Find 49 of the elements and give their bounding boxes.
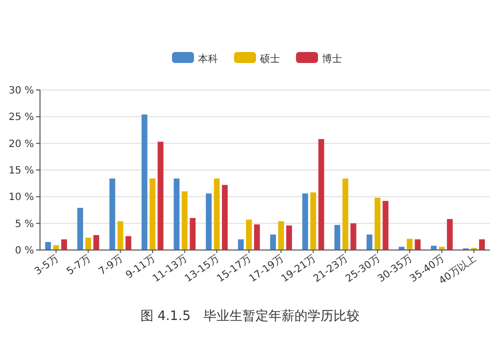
bar [278, 221, 284, 250]
y-tick-label: 10 % [8, 192, 34, 204]
bar [318, 139, 324, 250]
bar [286, 225, 292, 250]
bar [222, 184, 228, 250]
x-tick-label: 7-9万 [97, 253, 126, 278]
bar [214, 178, 220, 250]
bar [174, 178, 180, 250]
bar [45, 242, 51, 250]
bar [158, 142, 164, 250]
y-tick-label: 5 % [14, 218, 34, 230]
bar [334, 224, 340, 250]
bar [382, 200, 388, 250]
bar [117, 221, 124, 250]
bar [182, 191, 188, 250]
bar [254, 224, 260, 250]
bar [142, 114, 148, 250]
x-tick-label: 5-7万 [65, 253, 93, 278]
bar [350, 223, 356, 250]
bar [302, 193, 308, 250]
x-tick-label: 3-5万 [32, 253, 61, 278]
bar [446, 219, 453, 250]
legend-label: 本科 [198, 53, 218, 65]
bar [366, 234, 372, 250]
bar [61, 239, 67, 250]
bar [310, 192, 316, 250]
bar [206, 193, 212, 250]
bar [77, 208, 84, 250]
legend-label: 博士 [322, 53, 342, 65]
y-tick-label: 30 % [8, 86, 34, 96]
bar [109, 178, 116, 250]
caption: 图 4.1.5 毕业生暂定年薪的学历比较 [140, 309, 360, 324]
legend-label: 硕士 [259, 53, 280, 65]
y-tick-label: 0 % [14, 246, 34, 256]
bar [342, 178, 348, 250]
bar [85, 238, 92, 250]
bar [93, 235, 100, 250]
bar [270, 234, 276, 250]
bar [374, 198, 380, 250]
bar [479, 239, 485, 250]
y-tick-label: 20 % [8, 138, 34, 150]
bar [190, 218, 196, 250]
bar [126, 236, 132, 250]
bar [150, 178, 156, 250]
bar [53, 245, 59, 250]
bar [246, 220, 252, 250]
bar [238, 239, 244, 250]
y-tick-label: 25 % [8, 112, 34, 124]
y-tick-label: 15 % [8, 166, 34, 176]
